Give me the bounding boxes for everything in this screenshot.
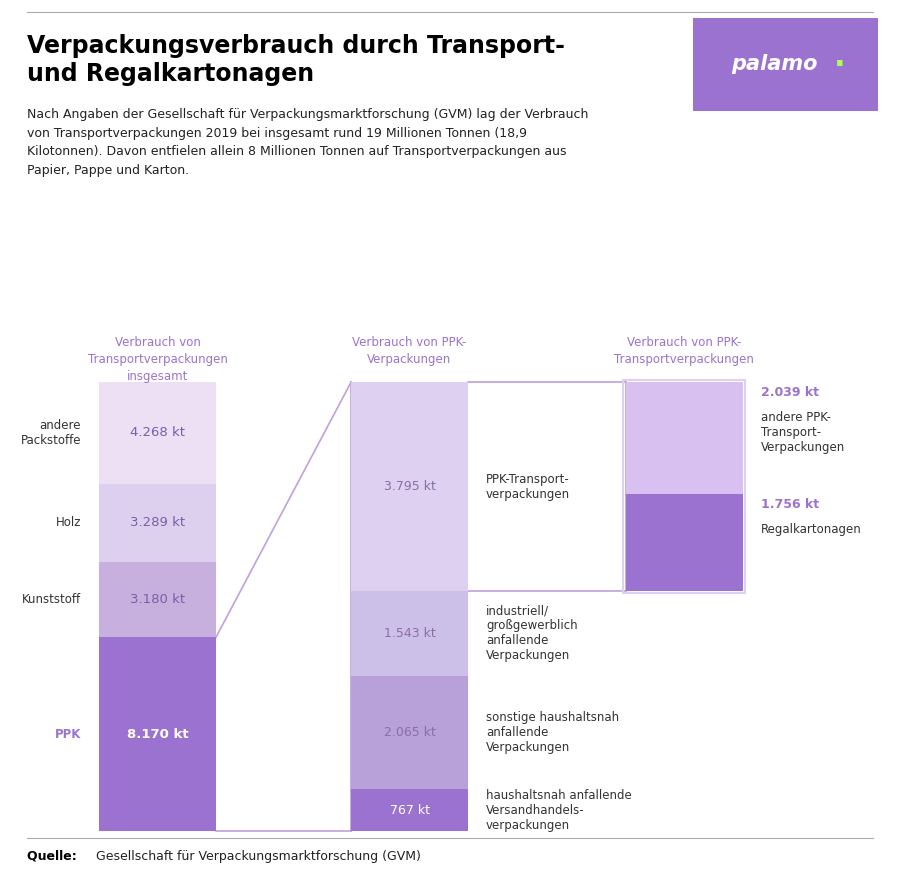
Text: industriell/
großgewerblich
anfallende
Verpackungen: industriell/ großgewerblich anfallende V… (486, 605, 578, 662)
Text: 2.039 kt: 2.039 kt (760, 386, 818, 399)
Text: Kunststoff: Kunststoff (22, 593, 81, 606)
Bar (99, 637, 216, 831)
Text: 3.180 kt: 3.180 kt (130, 593, 185, 606)
Text: .: . (833, 43, 845, 72)
Bar (626, 494, 742, 591)
Text: sonstige haushaltsnah
anfallende
Verpackungen: sonstige haushaltsnah anfallende Verpack… (486, 711, 619, 754)
Bar (623, 380, 745, 594)
Text: Verbrauch von PPK-
Transportverpackungen: Verbrauch von PPK- Transportverpackungen (614, 336, 754, 366)
Text: PPK-Transport-
verpackungen: PPK-Transport- verpackungen (486, 473, 570, 501)
Text: andere
Packstoffe: andere Packstoffe (21, 419, 81, 447)
Bar (351, 591, 468, 676)
Bar (626, 382, 742, 494)
Text: PPK: PPK (55, 728, 81, 741)
Text: Regalkartonagen: Regalkartonagen (760, 523, 861, 536)
Bar (351, 382, 468, 591)
Text: Nach Angaben der Gesellschaft für Verpackungsmarktforschung (GVM) lag der Verbra: Nach Angaben der Gesellschaft für Verpac… (27, 108, 589, 177)
Bar (351, 676, 468, 789)
Text: 1.543 kt: 1.543 kt (383, 627, 436, 640)
Bar (99, 382, 216, 484)
Text: Verpackungsverbrauch durch Transport-: Verpackungsverbrauch durch Transport- (27, 34, 565, 58)
Text: haushaltsnah anfallende
Versandhandels-
verpackungen: haushaltsnah anfallende Versandhandels- … (486, 789, 632, 831)
Text: 4.268 kt: 4.268 kt (130, 427, 185, 439)
Text: 3.289 kt: 3.289 kt (130, 517, 185, 529)
Text: Verbrauch von
Transportverpackungen
insgesamt: Verbrauch von Transportverpackungen insg… (87, 336, 228, 383)
Bar (351, 789, 468, 831)
Text: Verbrauch von PPK-
Verpackungen: Verbrauch von PPK- Verpackungen (352, 336, 467, 366)
Text: palamo: palamo (731, 54, 818, 75)
Text: andere PPK-
Transport-
Verpackungen: andere PPK- Transport- Verpackungen (760, 411, 845, 453)
Text: Holz: Holz (56, 517, 81, 529)
Bar (99, 562, 216, 637)
Text: und Regalkartonagen: und Regalkartonagen (27, 62, 314, 86)
Text: Quelle:: Quelle: (27, 850, 81, 863)
Text: Gesellschaft für Verpackungsmarktforschung (GVM): Gesellschaft für Verpackungsmarktforschu… (96, 850, 421, 863)
Text: 1.756 kt: 1.756 kt (760, 498, 819, 511)
Bar (99, 484, 216, 562)
Text: 8.170 kt: 8.170 kt (127, 728, 188, 741)
Bar (693, 18, 878, 111)
Text: 3.795 kt: 3.795 kt (383, 480, 436, 493)
Text: 2.065 kt: 2.065 kt (383, 725, 436, 739)
Text: 767 kt: 767 kt (390, 804, 429, 817)
